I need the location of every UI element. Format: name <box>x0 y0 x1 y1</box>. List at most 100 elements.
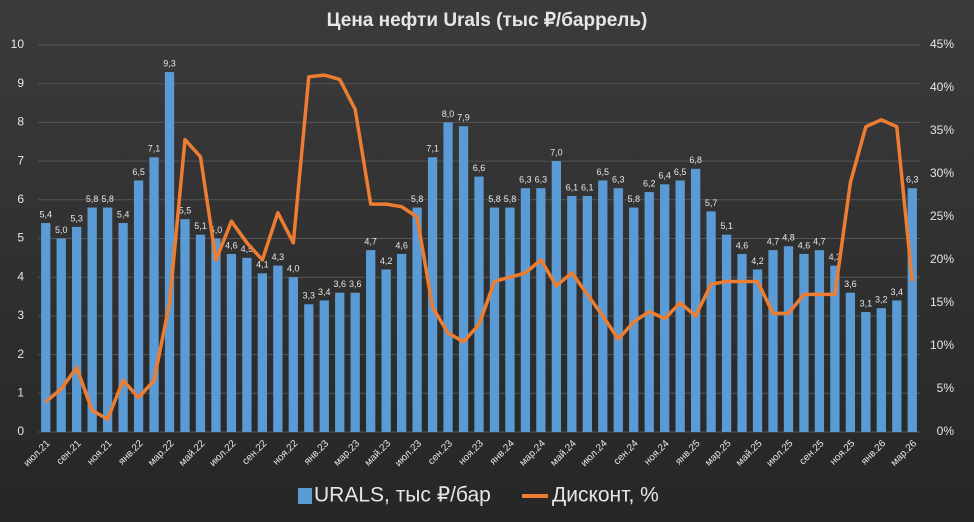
bar <box>737 253 747 432</box>
y2-tick-label: 10% <box>930 338 954 352</box>
data-label: 5,4 <box>39 209 52 219</box>
data-label: 3,6 <box>844 279 857 289</box>
bar <box>752 269 763 432</box>
y-tick-label: 5 <box>17 231 24 245</box>
data-label: 4,2 <box>380 256 393 266</box>
legend-label: URALS, тыс ₽/бар <box>314 484 491 507</box>
y2-tick-label: 35% <box>930 123 954 137</box>
y2-tick-label: 30% <box>930 166 954 180</box>
data-label: 4,0 <box>287 264 300 274</box>
data-label: 3,6 <box>349 279 362 289</box>
bar <box>118 223 128 432</box>
bar <box>87 207 97 432</box>
data-label: 4,6 <box>225 240 238 250</box>
bar <box>195 234 206 432</box>
data-label: 4,3 <box>272 252 285 262</box>
data-label: 5,8 <box>86 194 99 204</box>
data-label: 9,3 <box>163 58 176 68</box>
bar <box>830 265 840 432</box>
bar <box>164 72 175 432</box>
bar <box>892 300 902 432</box>
data-label: 4,8 <box>782 233 795 243</box>
bar <box>783 246 794 432</box>
data-label: 4,1 <box>256 260 269 270</box>
bar <box>366 250 376 432</box>
y-tick-label: 9 <box>17 76 24 90</box>
data-label: 5,5 <box>179 206 192 216</box>
data-label: 5,8 <box>411 194 424 204</box>
bar <box>381 269 391 432</box>
y-tick-label: 1 <box>17 385 24 399</box>
bar <box>443 122 453 433</box>
data-label: 4,5 <box>241 244 254 254</box>
bar <box>335 292 345 432</box>
data-label: 3,4 <box>318 287 331 297</box>
bar <box>242 257 252 432</box>
y-tick-label: 6 <box>17 192 24 206</box>
bar <box>41 223 51 432</box>
y-tick-label: 7 <box>17 153 24 167</box>
bar <box>211 238 221 432</box>
data-label: 6,3 <box>519 175 532 185</box>
data-label: 5,1 <box>720 221 733 231</box>
data-label: 4,2 <box>751 256 764 266</box>
data-label: 3,3 <box>303 291 316 301</box>
legend-label: Дисконт, % <box>552 484 659 507</box>
bar <box>536 188 546 432</box>
y2-tick-label: 0% <box>937 424 955 438</box>
data-label: 5,3 <box>70 213 83 223</box>
bar <box>598 180 608 432</box>
data-label: 7,9 <box>457 113 470 123</box>
data-label: 6,5 <box>597 167 610 177</box>
bar <box>257 273 268 432</box>
data-label: 6,2 <box>643 178 656 188</box>
bar <box>520 188 531 432</box>
y-tick-label: 10 <box>11 37 25 51</box>
data-label: 6,8 <box>689 155 702 165</box>
bar <box>412 207 422 432</box>
y-tick-label: 2 <box>17 347 24 361</box>
data-label: 6,3 <box>906 175 919 185</box>
data-label: 6,5 <box>132 167 145 177</box>
y-tick-label: 0 <box>17 424 24 438</box>
bar <box>721 234 732 432</box>
data-label: 4,7 <box>364 236 377 246</box>
bar <box>629 207 639 432</box>
data-label: 6,1 <box>566 182 579 192</box>
chart-title: Цена нефти Urals (тыс ₽/баррель) <box>327 10 648 31</box>
bar <box>505 207 515 432</box>
bar <box>427 157 438 433</box>
data-label: 6,3 <box>612 175 625 185</box>
bar <box>660 184 670 432</box>
bar <box>149 157 159 433</box>
data-label: 4,6 <box>736 240 749 250</box>
data-label: 4,3 <box>829 252 842 262</box>
bar <box>72 226 82 432</box>
bar <box>861 312 871 432</box>
bar <box>180 219 190 432</box>
data-label: 4,7 <box>767 236 780 246</box>
y2-tick-label: 25% <box>930 209 954 223</box>
bar <box>907 188 917 432</box>
bar <box>474 176 484 432</box>
bar <box>876 308 886 432</box>
data-label: 3,6 <box>333 279 346 289</box>
bar <box>350 292 360 432</box>
y2-tick-label: 20% <box>930 252 954 266</box>
bar <box>799 253 809 432</box>
bar <box>304 304 314 432</box>
data-label: 3,1 <box>860 298 873 308</box>
bar <box>273 265 283 432</box>
data-label: 5,4 <box>117 209 130 219</box>
data-label: 7,1 <box>426 144 439 154</box>
line <box>44 73 915 421</box>
bar <box>814 250 825 432</box>
data-label: 5,7 <box>705 198 718 208</box>
bar <box>675 180 685 432</box>
bar <box>690 168 701 432</box>
bar <box>102 207 113 432</box>
data-label: 5,8 <box>101 194 114 204</box>
data-label: 6,1 <box>581 182 594 192</box>
